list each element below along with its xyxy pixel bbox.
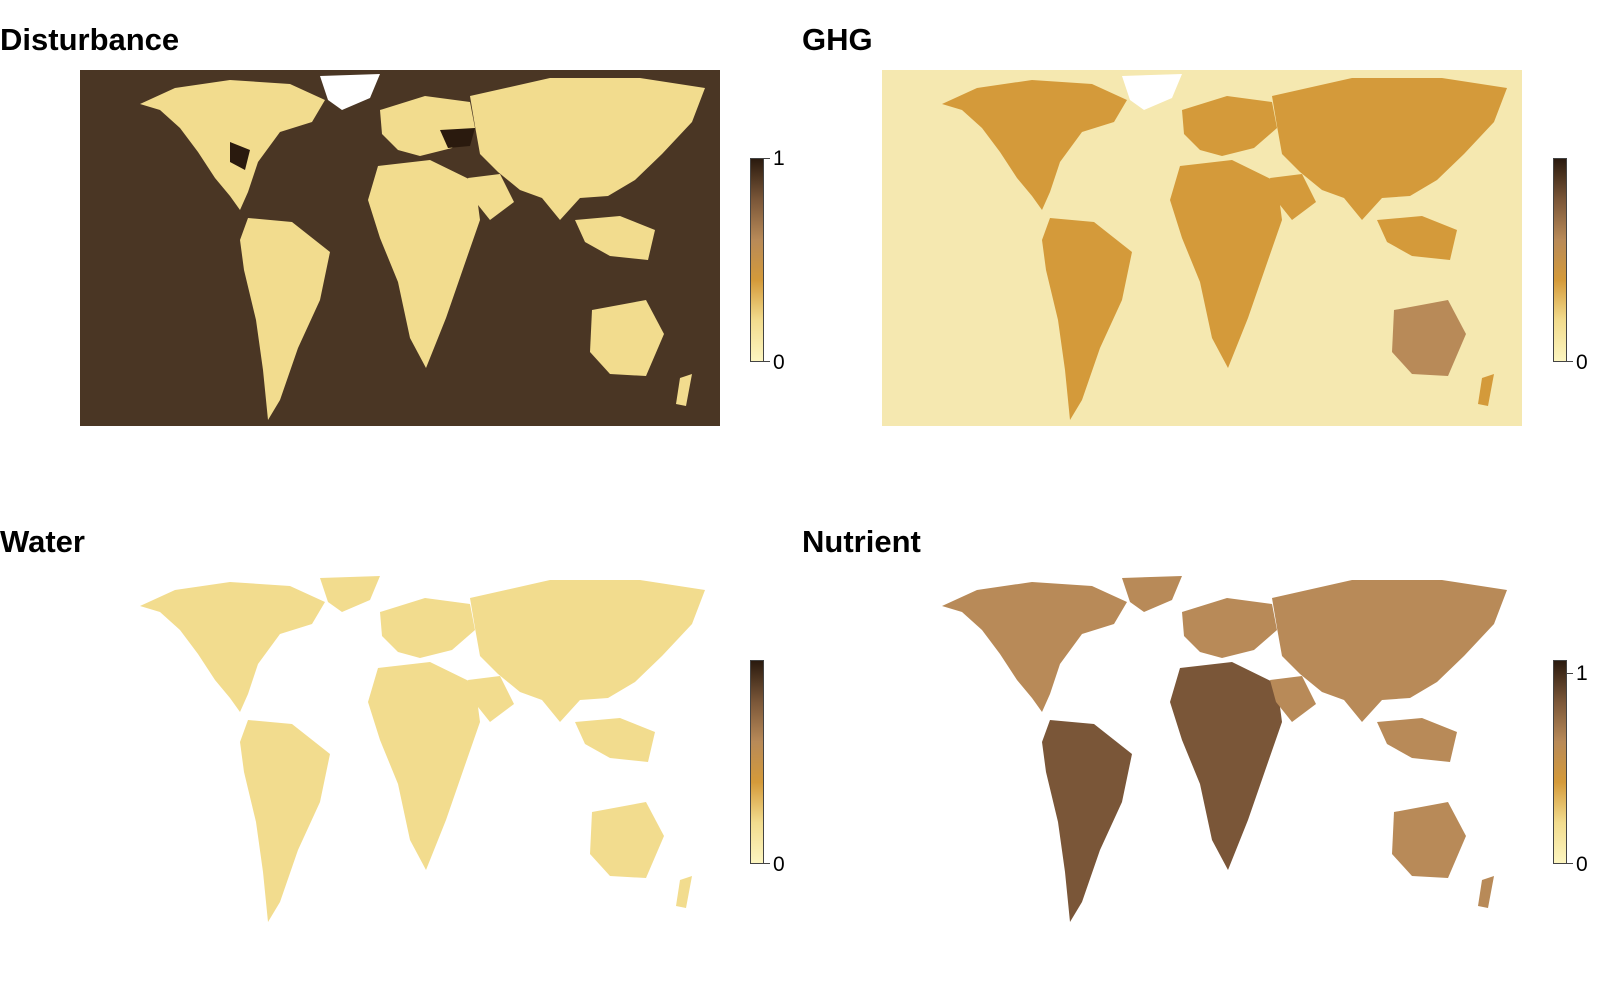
legend-min-water: 0 [773, 853, 785, 876]
land-northAmerica [140, 582, 325, 712]
land-greenland [1122, 74, 1182, 110]
legend-max-disturbance: 1 [773, 147, 785, 170]
legend-tick-max [1567, 673, 1573, 674]
land-northAmerica [942, 80, 1127, 210]
panel-title-nutrient: Nutrient [802, 524, 921, 559]
land-arabia [468, 676, 514, 722]
land-southAmerica [240, 720, 330, 922]
land-accent [440, 128, 475, 148]
map-ghg [882, 70, 1522, 455]
land-africa [1170, 662, 1282, 870]
land-greenland [320, 74, 380, 110]
legend-min-nutrient: 0 [1576, 853, 1588, 876]
map-water [90, 576, 710, 957]
land-northAmerica [942, 582, 1127, 712]
legend-min-ghg: 0 [1576, 351, 1588, 374]
panel-title-disturbance: Disturbance [0, 22, 180, 57]
land-arabia [1270, 676, 1316, 722]
land-greenland [1122, 576, 1182, 612]
land-africa [368, 160, 480, 368]
land-asia [470, 78, 705, 220]
land-asia [1272, 580, 1507, 722]
land-seAsia [1377, 718, 1457, 762]
land-europe [1182, 598, 1277, 658]
legend-tick-max [764, 158, 770, 159]
land-southAmerica [240, 218, 330, 420]
land-newzealand [1478, 374, 1494, 406]
land-europe [1182, 96, 1277, 156]
land-greenland [320, 576, 380, 612]
land-africa [368, 662, 480, 870]
land-southAmerica [1042, 218, 1132, 420]
legend-tick-min [764, 361, 770, 362]
land-asia [470, 580, 705, 722]
legend-bar-nutrient [1553, 660, 1567, 864]
land-antarctica [90, 430, 710, 455]
legend-tick-min [1567, 361, 1573, 362]
land-seAsia [1377, 216, 1457, 260]
land-newzealand [676, 374, 692, 406]
land-seAsia [575, 718, 655, 762]
land-australia [1392, 802, 1466, 878]
panel-title-water: Water [0, 524, 85, 559]
land-accent [230, 142, 250, 170]
legend-max-nutrient: 1 [1576, 662, 1588, 685]
map-disturbance [80, 70, 720, 455]
land-antarctica [90, 932, 710, 957]
land-southAmerica [1042, 720, 1132, 922]
land-australia [1392, 300, 1466, 376]
land-africa [1170, 160, 1282, 368]
legend-bar-water [750, 660, 764, 864]
land-antarctica [892, 430, 1512, 455]
legend-bar-disturbance [750, 158, 764, 362]
land-europe [380, 598, 475, 658]
land-antarctica [892, 932, 1512, 957]
legend-tick-min [764, 863, 770, 864]
legend-tick-min [1567, 863, 1573, 864]
land-arabia [468, 174, 514, 220]
land-arabia [1270, 174, 1316, 220]
land-australia [590, 802, 664, 878]
map-nutrient [892, 576, 1512, 957]
legend-bar-ghg [1553, 158, 1567, 362]
legend-min-disturbance: 0 [773, 351, 785, 374]
land-asia [1272, 78, 1507, 220]
panel-title-ghg: GHG [802, 22, 873, 57]
land-newzealand [1478, 876, 1494, 908]
land-newzealand [676, 876, 692, 908]
land-australia [590, 300, 664, 376]
land-seAsia [575, 216, 655, 260]
